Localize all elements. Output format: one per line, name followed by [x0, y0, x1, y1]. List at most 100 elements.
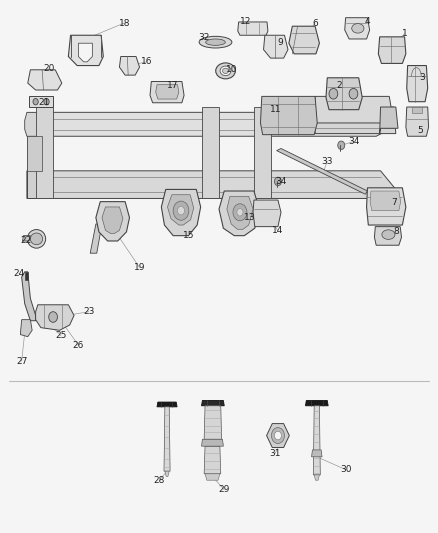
Text: 19: 19 — [134, 263, 145, 272]
Polygon shape — [25, 112, 42, 136]
Text: 12: 12 — [240, 18, 251, 27]
Text: 26: 26 — [73, 341, 84, 350]
Text: 25: 25 — [55, 331, 67, 340]
Text: 7: 7 — [391, 198, 396, 207]
Polygon shape — [326, 78, 362, 110]
Circle shape — [329, 88, 338, 99]
Polygon shape — [161, 189, 201, 236]
Circle shape — [173, 201, 189, 220]
Circle shape — [44, 99, 49, 105]
Text: 2: 2 — [336, 81, 342, 90]
Polygon shape — [407, 66, 427, 102]
Text: 23: 23 — [83, 307, 95, 316]
Polygon shape — [370, 191, 401, 211]
Circle shape — [272, 427, 285, 443]
Polygon shape — [253, 200, 281, 227]
Polygon shape — [238, 22, 268, 35]
Text: 14: 14 — [272, 227, 284, 236]
Text: 34: 34 — [348, 137, 359, 146]
Polygon shape — [167, 195, 194, 225]
Polygon shape — [201, 439, 223, 446]
Text: 27: 27 — [16, 357, 27, 366]
Polygon shape — [78, 43, 92, 62]
Polygon shape — [406, 107, 428, 136]
Polygon shape — [219, 191, 259, 236]
Polygon shape — [412, 107, 422, 114]
Polygon shape — [201, 400, 224, 406]
Ellipse shape — [216, 63, 235, 79]
Polygon shape — [311, 450, 322, 457]
Polygon shape — [315, 107, 396, 134]
Ellipse shape — [223, 68, 229, 74]
Ellipse shape — [220, 66, 231, 76]
Polygon shape — [374, 227, 402, 245]
Text: 15: 15 — [183, 231, 194, 240]
Text: 1: 1 — [402, 29, 407, 38]
Polygon shape — [27, 171, 396, 198]
Text: 30: 30 — [340, 465, 351, 474]
Polygon shape — [157, 402, 177, 407]
Text: 29: 29 — [219, 485, 230, 494]
Text: 17: 17 — [167, 81, 179, 90]
Polygon shape — [264, 35, 288, 58]
Ellipse shape — [27, 230, 46, 248]
Polygon shape — [68, 35, 103, 66]
Text: 21: 21 — [39, 98, 50, 107]
Text: 3: 3 — [419, 73, 425, 82]
Text: 24: 24 — [14, 269, 25, 278]
Circle shape — [177, 206, 184, 215]
Polygon shape — [289, 26, 319, 54]
Text: 13: 13 — [244, 213, 255, 222]
Text: 11: 11 — [270, 105, 282, 114]
Ellipse shape — [30, 233, 42, 245]
Polygon shape — [314, 475, 319, 480]
Polygon shape — [28, 70, 62, 90]
Circle shape — [275, 177, 282, 185]
Polygon shape — [227, 196, 253, 229]
Polygon shape — [35, 305, 74, 330]
Polygon shape — [313, 406, 320, 475]
Polygon shape — [345, 18, 370, 39]
Text: 32: 32 — [198, 34, 209, 43]
Text: 33: 33 — [321, 157, 333, 166]
Polygon shape — [205, 474, 220, 480]
Text: 22: 22 — [21, 237, 32, 246]
Polygon shape — [164, 407, 170, 471]
Polygon shape — [42, 112, 392, 136]
Circle shape — [349, 88, 358, 99]
Text: 6: 6 — [312, 19, 318, 28]
Polygon shape — [29, 96, 53, 107]
Text: 9: 9 — [277, 38, 283, 47]
Circle shape — [338, 141, 345, 150]
Polygon shape — [261, 96, 317, 135]
Polygon shape — [277, 149, 367, 194]
Polygon shape — [150, 82, 184, 103]
Text: 20: 20 — [43, 64, 54, 73]
Polygon shape — [165, 471, 169, 477]
Polygon shape — [27, 112, 42, 198]
Circle shape — [275, 431, 282, 440]
Polygon shape — [367, 188, 406, 225]
Polygon shape — [254, 107, 272, 198]
Circle shape — [49, 312, 57, 322]
Text: 10: 10 — [226, 66, 238, 74]
Circle shape — [233, 204, 247, 221]
Polygon shape — [22, 236, 30, 241]
Polygon shape — [20, 320, 32, 337]
Ellipse shape — [206, 39, 225, 45]
Text: 16: 16 — [141, 58, 153, 66]
Ellipse shape — [382, 230, 395, 239]
Polygon shape — [378, 37, 406, 63]
Text: 5: 5 — [417, 126, 423, 135]
Text: 31: 31 — [269, 449, 281, 458]
Circle shape — [33, 99, 38, 105]
Polygon shape — [305, 400, 328, 406]
Text: 8: 8 — [393, 228, 399, 237]
Polygon shape — [25, 272, 28, 280]
Text: 18: 18 — [119, 19, 130, 28]
Polygon shape — [204, 406, 222, 439]
Text: 34: 34 — [276, 177, 287, 186]
Polygon shape — [315, 96, 392, 123]
Text: 28: 28 — [153, 476, 165, 484]
Polygon shape — [102, 207, 123, 233]
